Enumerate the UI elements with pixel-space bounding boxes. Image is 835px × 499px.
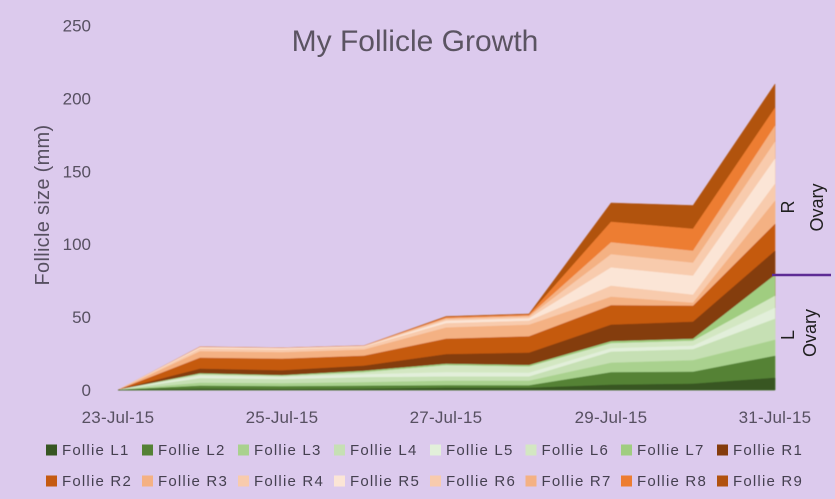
svg-text:L: L: [778, 330, 798, 340]
svg-text:Follie R3: Follie R3: [158, 473, 228, 490]
svg-text:100: 100: [63, 235, 91, 254]
svg-text:29-Jul-15: 29-Jul-15: [575, 408, 648, 427]
svg-text:My Follicle Growth: My Follicle Growth: [292, 25, 539, 58]
svg-text:Follie L6: Follie L6: [542, 442, 610, 459]
svg-text:Follie R9: Follie R9: [733, 473, 803, 490]
svg-text:Follie R1: Follie R1: [733, 442, 803, 459]
svg-text:25-Jul-15: 25-Jul-15: [246, 408, 319, 427]
svg-text:Follie L5: Follie L5: [446, 442, 514, 459]
svg-text:23-Jul-15: 23-Jul-15: [82, 408, 155, 427]
svg-text:Ovary: Ovary: [807, 183, 827, 231]
svg-text:31-Jul-15: 31-Jul-15: [739, 408, 812, 427]
svg-text:Follicle size (mm): Follicle size (mm): [32, 125, 54, 286]
svg-text:50: 50: [72, 308, 91, 327]
svg-text:27-Jul-15: 27-Jul-15: [410, 408, 483, 427]
svg-text:Follie R2: Follie R2: [62, 473, 132, 490]
svg-text:Follie L1: Follie L1: [62, 442, 130, 459]
svg-text:200: 200: [63, 90, 91, 109]
svg-text:Follie R8: Follie R8: [637, 473, 707, 490]
svg-text:150: 150: [63, 163, 91, 182]
svg-text:Follie R4: Follie R4: [254, 473, 324, 490]
svg-text:Follie L4: Follie L4: [350, 442, 418, 459]
svg-text:R: R: [778, 201, 798, 214]
svg-text:250: 250: [63, 17, 91, 36]
svg-text:Follie L3: Follie L3: [254, 442, 322, 459]
svg-text:Follie R7: Follie R7: [542, 473, 612, 490]
svg-text:Ovary: Ovary: [800, 309, 820, 357]
svg-text:Follie L2: Follie L2: [158, 442, 226, 459]
svg-text:Follie L7: Follie L7: [637, 442, 705, 459]
svg-text:Follie R5: Follie R5: [350, 473, 420, 490]
svg-text:Follie R6: Follie R6: [446, 473, 516, 490]
svg-text:0: 0: [82, 381, 91, 400]
